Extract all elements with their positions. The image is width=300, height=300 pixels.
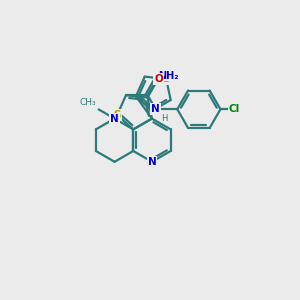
Text: O: O: [154, 74, 163, 84]
Text: N: N: [110, 114, 119, 124]
Text: S: S: [162, 74, 170, 84]
Text: H: H: [162, 114, 168, 123]
Text: N: N: [151, 104, 160, 114]
Text: Cl: Cl: [229, 104, 240, 114]
Text: NH₂: NH₂: [158, 70, 178, 80]
Text: S: S: [113, 110, 121, 120]
Text: N: N: [148, 157, 156, 167]
Text: CH₃: CH₃: [79, 98, 96, 107]
